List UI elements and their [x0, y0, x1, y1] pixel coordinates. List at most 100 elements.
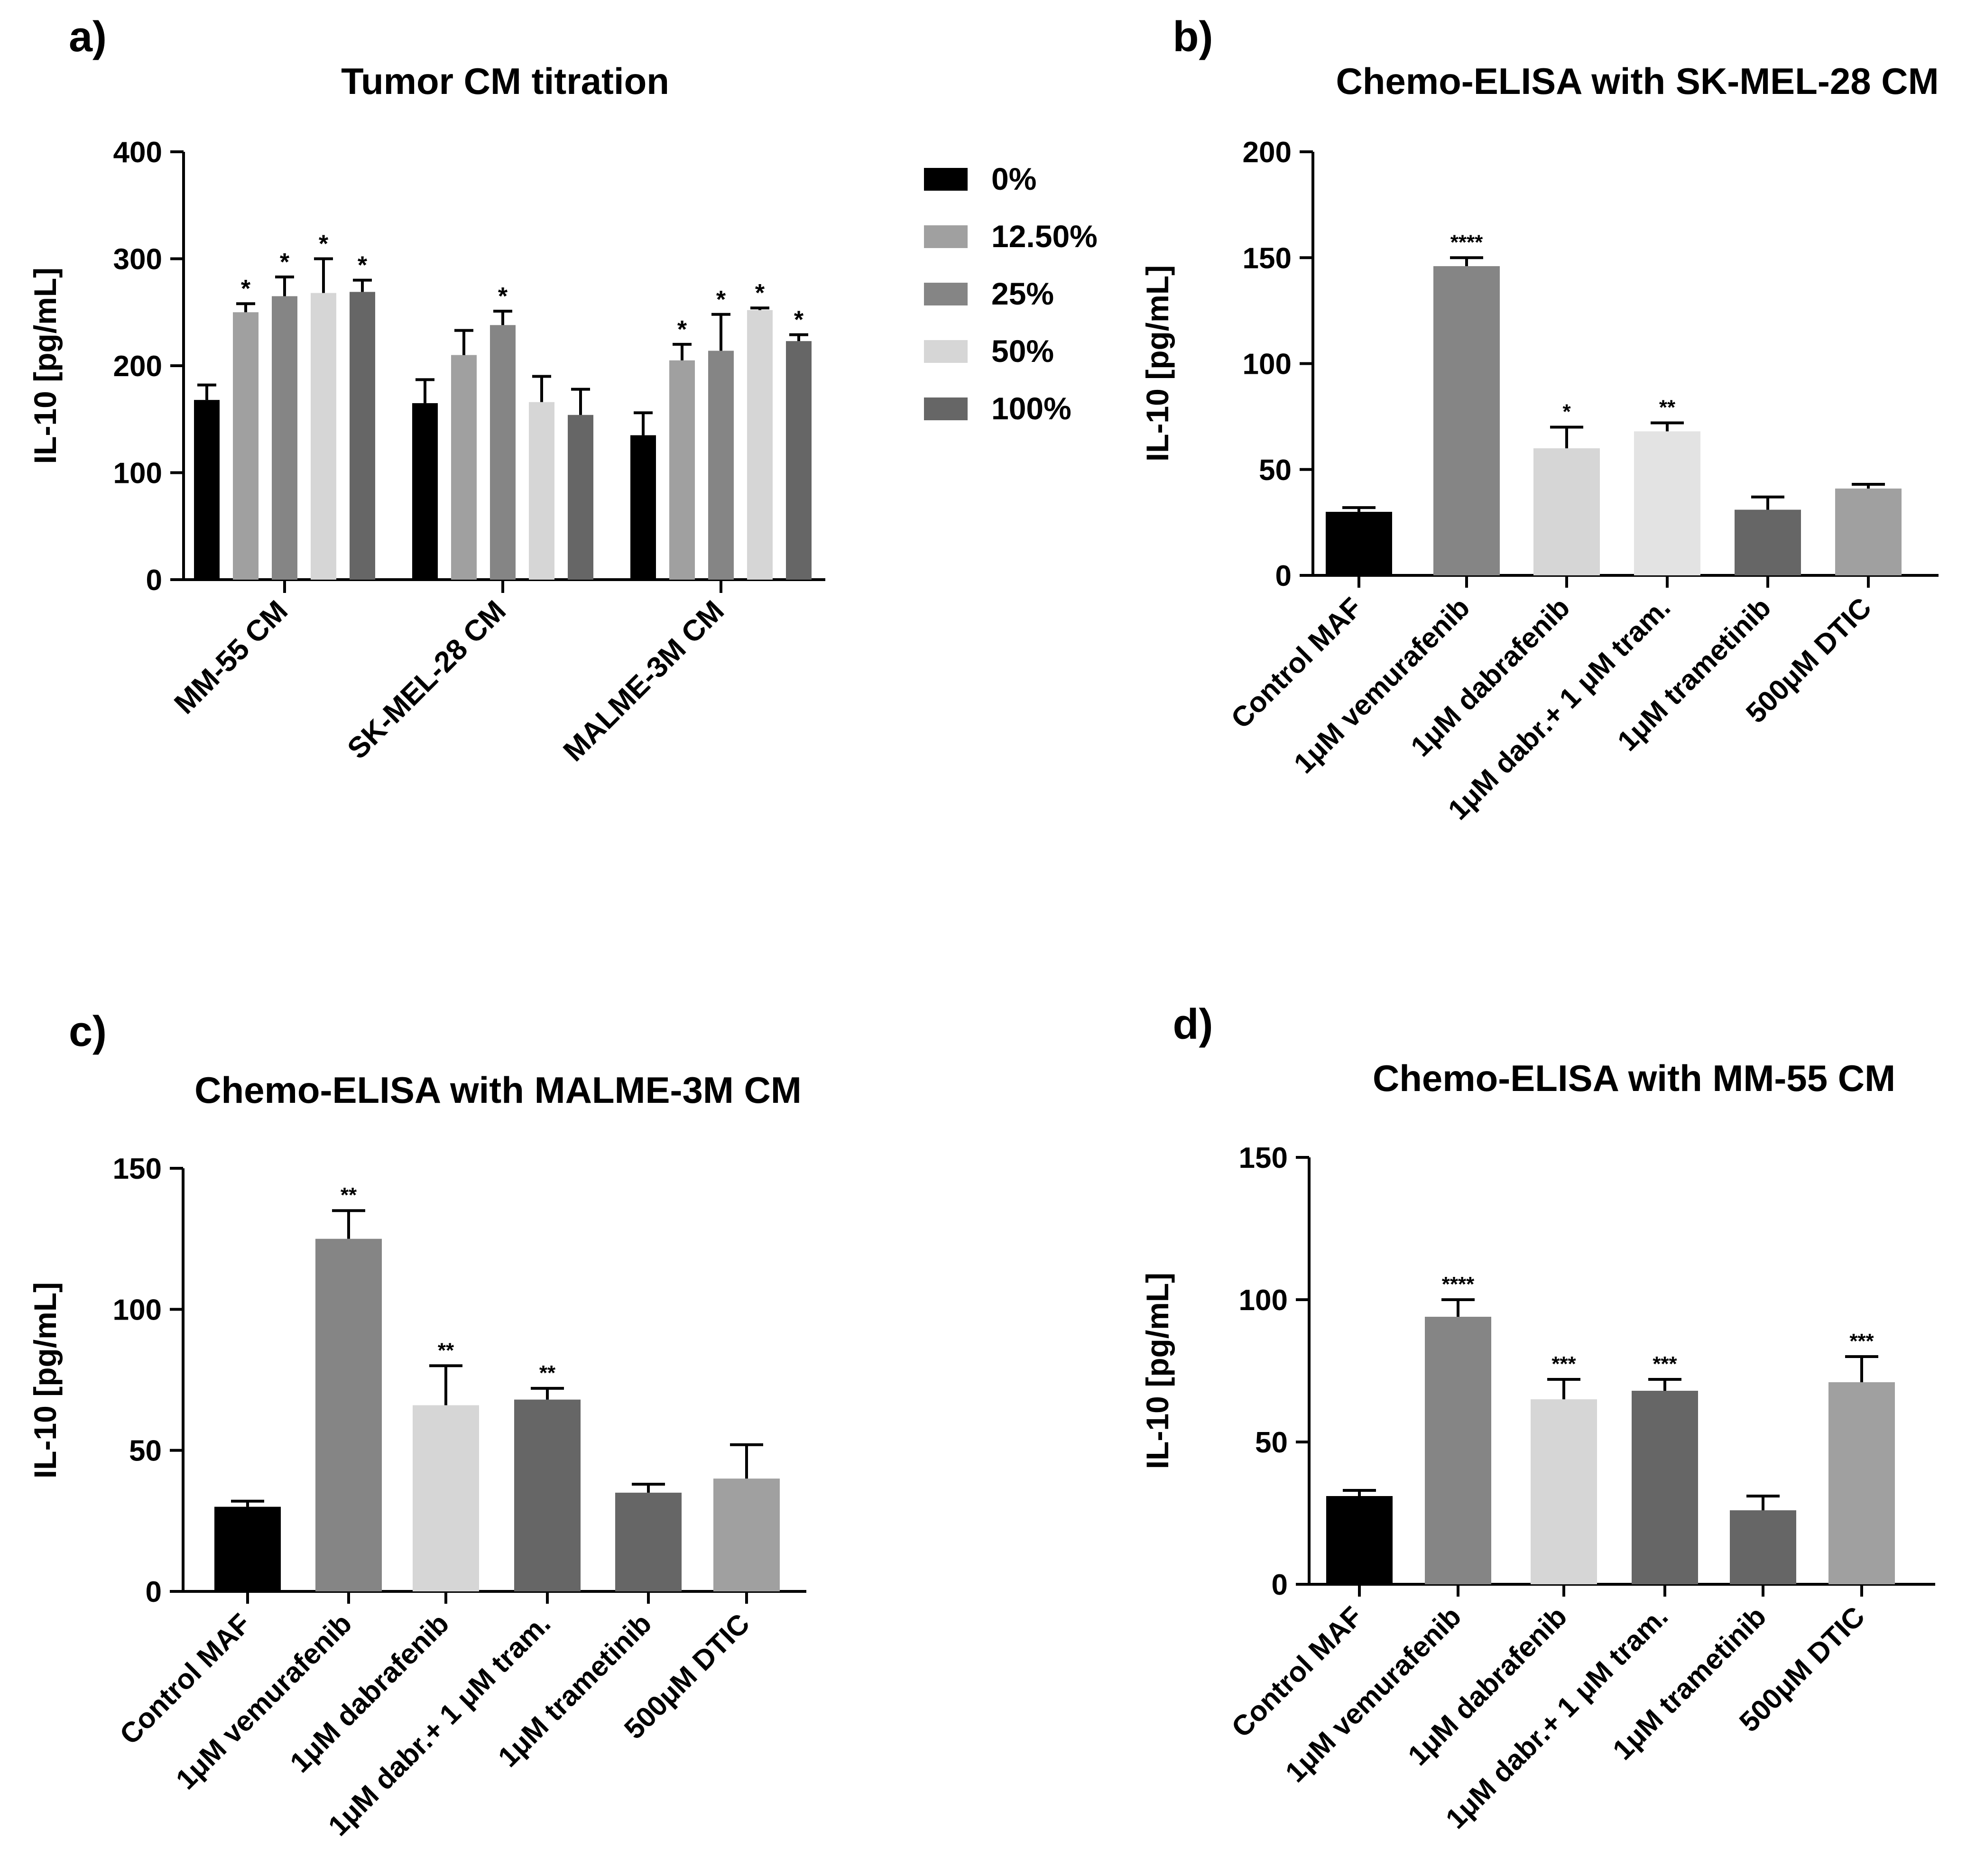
significance-marker: *	[755, 279, 765, 307]
significance-marker: *	[280, 249, 290, 276]
panel-a-y-axis-label: IL-10 [pg/mL]	[28, 268, 63, 464]
bar-a-1-1	[451, 355, 477, 580]
panel-c-y-tick-label: 0	[146, 1576, 162, 1608]
panel-c-y-tick-label: 50	[129, 1435, 162, 1468]
panel-a-x-tick-label: SK-MEL-28 CM	[341, 594, 512, 766]
bar-d-4	[1730, 1510, 1796, 1584]
significance-marker: *	[794, 306, 804, 334]
bar-d-3	[1632, 1391, 1698, 1584]
significance-marker: *	[498, 283, 508, 310]
bar-b-1	[1433, 266, 1500, 575]
panel-c-y-axis-label: IL-10 [pg/mL]	[28, 1282, 63, 1479]
panel-d-y-axis-label: IL-10 [pg/mL]	[1140, 1273, 1175, 1469]
significance-marker: ***	[1849, 1330, 1874, 1353]
legend-label: 12.50%	[991, 219, 1098, 254]
legend-label: 25%	[991, 276, 1054, 311]
panel-b-y-tick-label: 150	[1243, 242, 1292, 275]
panel-c-title: Chemo-ELISA with MALME-3M CM	[194, 1069, 802, 1111]
panel-b-label: b)	[1173, 13, 1213, 61]
bar-c-0	[214, 1506, 281, 1591]
bar-c-2	[413, 1405, 479, 1591]
bar-d-2	[1531, 1399, 1597, 1584]
significance-marker: ****	[1442, 1273, 1475, 1296]
panel-c-label: c)	[69, 1008, 107, 1055]
panel-d-x-tick-label: 1μM vemurafenib	[1279, 1600, 1467, 1788]
panel-d-label: d)	[1173, 1001, 1213, 1048]
panel-d-y-tick-label: 50	[1255, 1426, 1288, 1459]
significance-marker: **	[539, 1361, 556, 1385]
legend-swatch	[924, 340, 968, 363]
bar-a-1-3	[529, 402, 554, 580]
significance-marker: *	[241, 275, 251, 303]
significance-marker: *	[1562, 400, 1571, 423]
bar-b-3	[1634, 431, 1700, 575]
significance-marker: *	[358, 252, 368, 279]
bar-c-5	[713, 1479, 780, 1591]
bar-b-5	[1835, 488, 1902, 575]
bar-b-4	[1735, 509, 1801, 575]
bar-b-0	[1326, 512, 1392, 575]
bar-a-0-4	[350, 292, 375, 580]
panel-b-y-tick-label: 50	[1259, 454, 1292, 487]
bar-a-1-4	[568, 415, 593, 580]
bar-c-4	[615, 1492, 682, 1591]
panel-d-y-tick-label: 0	[1272, 1569, 1288, 1601]
bar-a-0-0	[194, 400, 220, 580]
bar-a-2-3	[747, 310, 773, 580]
bar-a-0-2	[272, 296, 297, 580]
legend-swatch	[924, 397, 968, 420]
bar-d-1	[1425, 1317, 1491, 1584]
significance-marker: ****	[1450, 231, 1483, 254]
legend-label: 0%	[991, 161, 1036, 196]
bar-a-2-2	[708, 351, 734, 580]
significance-marker: *	[677, 316, 687, 343]
panel-b-x-tick-label: 1μM vemurafenib	[1288, 591, 1476, 779]
panel-c-y-tick-label: 150	[113, 1153, 162, 1185]
panel-d-title: Chemo-ELISA with MM-55 CM	[1373, 1057, 1895, 1099]
significance-marker: *	[716, 286, 726, 314]
significance-marker: **	[341, 1183, 357, 1207]
panel-a-x-tick-label: MM-55 CM	[168, 594, 294, 721]
legend-swatch	[924, 168, 968, 191]
panel-a-y-tick-label: 200	[113, 350, 162, 383]
bar-d-5	[1828, 1382, 1895, 1584]
panel-c-x-tick-label: 1μM vemurafenib	[170, 1608, 358, 1795]
panel-a-y-tick-label: 100	[113, 457, 162, 490]
significance-marker: **	[438, 1339, 454, 1362]
significance-marker: *	[319, 231, 329, 258]
bar-a-2-1	[669, 360, 695, 580]
bar-d-0	[1326, 1496, 1393, 1584]
panel-c-y-tick-label: 100	[113, 1294, 162, 1326]
significance-marker: ***	[1653, 1352, 1677, 1376]
bar-a-1-0	[412, 403, 438, 580]
panel-a-x-tick-label: MALME-3M CM	[557, 594, 730, 767]
panel-a-title: Tumor CM titration	[341, 60, 669, 102]
panel-b-title: Chemo-ELISA with SK-MEL-28 CM	[1336, 60, 1939, 102]
panel-b-y-tick-label: 0	[1275, 560, 1292, 592]
panel-d-y-tick-label: 100	[1239, 1284, 1288, 1317]
significance-marker: ***	[1551, 1352, 1576, 1376]
panel-a-label: a)	[69, 13, 107, 61]
panel-a-y-tick-label: 300	[113, 243, 162, 276]
bar-a-2-0	[630, 435, 656, 580]
panel-a-y-tick-label: 0	[146, 564, 162, 597]
bar-c-3	[514, 1399, 581, 1591]
legend-label: 100%	[991, 391, 1071, 426]
legend-label: 50%	[991, 333, 1054, 369]
bar-c-1	[315, 1238, 382, 1591]
legend-swatch	[924, 225, 968, 248]
legend-swatch	[924, 283, 968, 305]
significance-marker: **	[1659, 396, 1676, 419]
panel-a-y-tick-label: 400	[113, 136, 162, 169]
bar-a-0-1	[233, 312, 259, 580]
panel-b-y-tick-label: 200	[1243, 136, 1292, 169]
bar-a-1-2	[490, 325, 516, 580]
panel-b-y-tick-label: 100	[1243, 348, 1292, 381]
bar-a-2-4	[786, 341, 812, 580]
bar-b-2	[1533, 448, 1600, 575]
panel-b-y-axis-label: IL-10 [pg/mL]	[1140, 265, 1175, 462]
panel-d-y-tick-label: 150	[1239, 1142, 1288, 1174]
bar-a-0-3	[311, 293, 336, 580]
